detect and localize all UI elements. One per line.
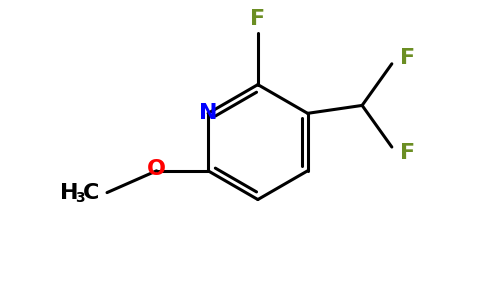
Text: 3: 3	[76, 190, 85, 205]
Text: F: F	[400, 143, 415, 163]
Text: O: O	[147, 159, 166, 179]
Text: F: F	[400, 48, 415, 68]
Text: H: H	[60, 183, 78, 202]
Text: C: C	[83, 183, 99, 202]
Text: N: N	[199, 103, 217, 123]
Text: F: F	[250, 9, 265, 29]
